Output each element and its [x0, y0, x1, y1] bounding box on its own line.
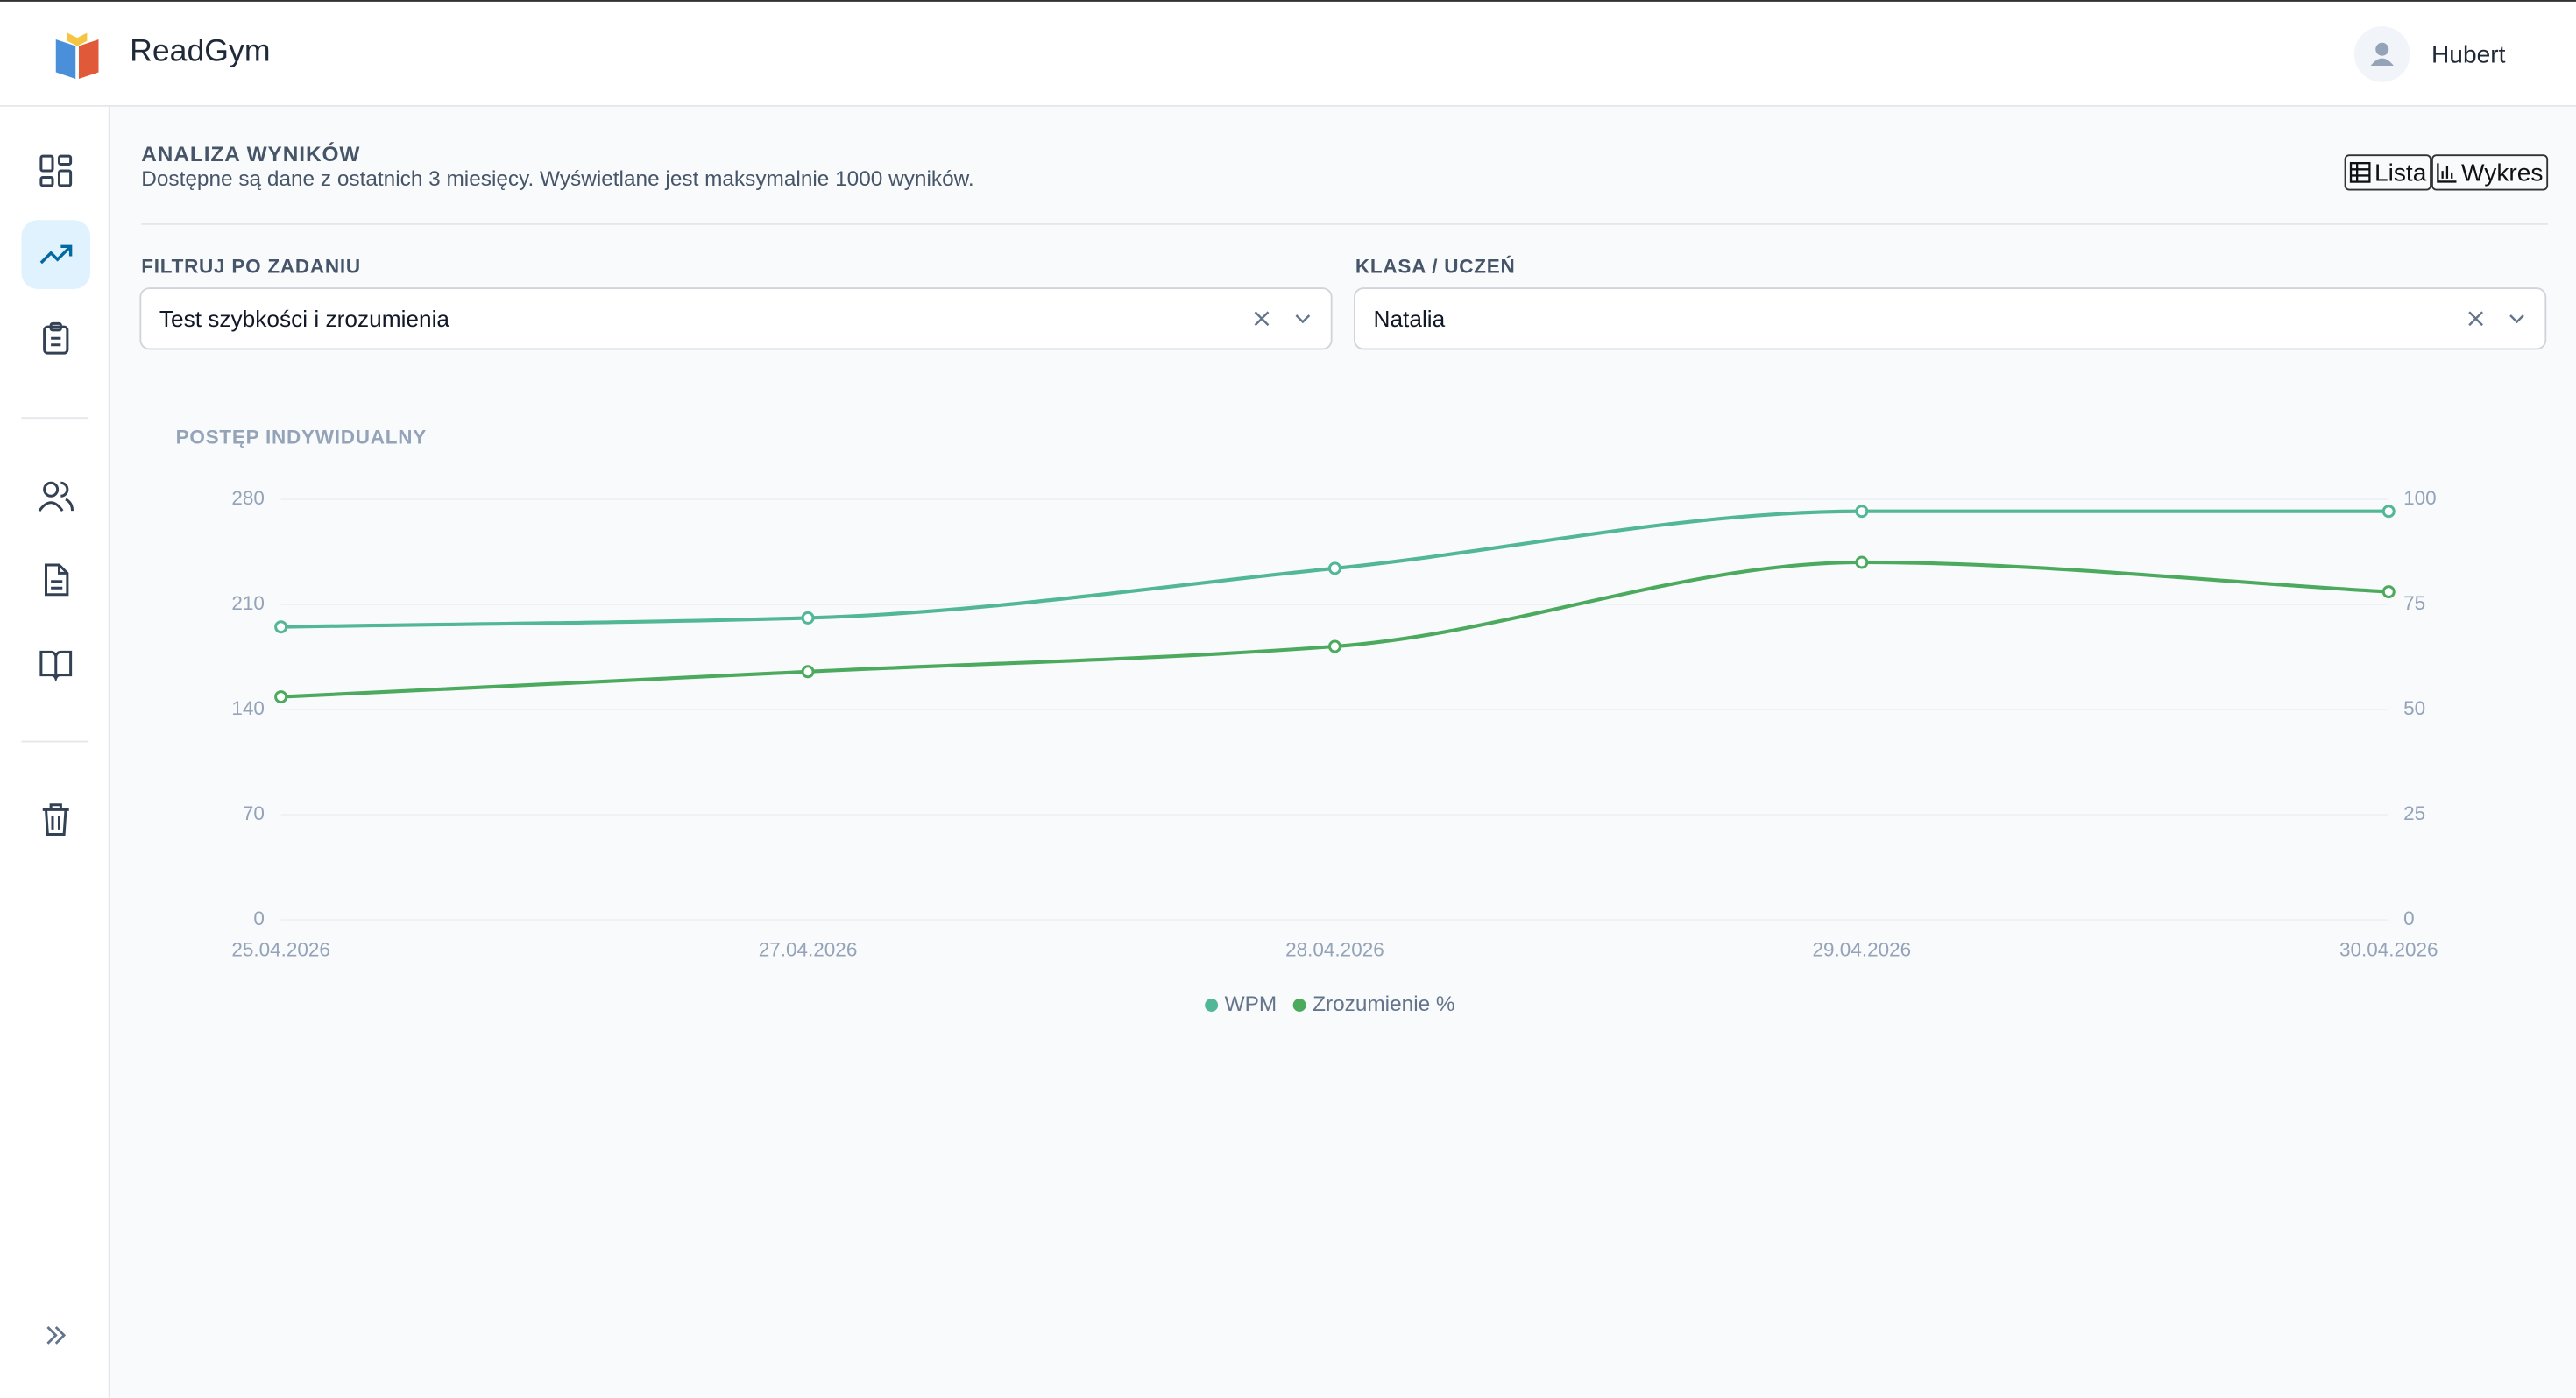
chart: POSTĘP INDYWIDUALNY 0 70 140 210 280 0 25 50 75 1… — [176, 427, 2438, 1016]
data-point — [1327, 639, 1341, 653]
data-point — [274, 690, 288, 704]
y-tick-label: 140 — [231, 697, 265, 719]
filter-label: FILTRUJ PO ZADANIU — [141, 254, 361, 278]
nav-library[interactable] — [21, 629, 90, 698]
x-tick-label: 29.04.2026 — [1813, 939, 1912, 961]
data-point — [2381, 505, 2396, 519]
student-select[interactable]: Natalia — [1354, 287, 2547, 350]
dropdown-arrow[interactable] — [1292, 307, 1314, 330]
nav-dashboard[interactable] — [21, 137, 90, 206]
page-subtitle: Dostępne są dane z ostatnich 3 miesięcy.… — [141, 166, 974, 191]
y-tick-label: 210 — [231, 592, 265, 614]
filter-label: KLASA / UCZEŃ — [1355, 254, 1516, 278]
sidebar — [0, 106, 110, 1398]
chart-title: POSTĘP INDYWIDUALNY — [176, 427, 427, 448]
nav-users[interactable] — [21, 462, 90, 531]
x-tick-label: 28.04.2026 — [1285, 939, 1384, 961]
legend-label: Zrozumienie % — [1313, 992, 1454, 1016]
legend-marker — [1205, 999, 1219, 1012]
data-point — [1855, 555, 1869, 569]
top-bar: ReadGym Hubert — [0, 0, 2576, 107]
y-tick-label: 280 — [231, 487, 265, 509]
x-tick-label: 27.04.2026 — [759, 939, 858, 961]
y2-tick-label: 100 — [2403, 487, 2437, 509]
clear-button[interactable] — [2465, 307, 2488, 330]
app-name: ReadGym — [130, 34, 271, 69]
avatar[interactable] — [2353, 26, 2410, 82]
button-label: Lista — [2374, 158, 2427, 187]
data-point — [801, 665, 815, 679]
data-point — [801, 611, 815, 625]
nav-trash[interactable] — [21, 785, 90, 854]
task-select[interactable]: Test szybkości i zrozumienia — [139, 287, 1333, 350]
page-title: ANALIZA WYNIKÓW — [141, 141, 361, 166]
nav-tasks[interactable] — [21, 304, 90, 373]
nav-documents[interactable] — [21, 546, 90, 615]
y2-tick-label: 25 — [2403, 802, 2425, 824]
data-point — [1327, 561, 1341, 575]
y-tick-label: 0 — [253, 907, 265, 929]
data-point — [1855, 505, 1869, 519]
nav-expand[interactable] — [21, 1301, 90, 1370]
y-tick-label: 70 — [243, 802, 265, 824]
clear-button[interactable] — [1250, 307, 1273, 330]
data-point — [2381, 585, 2396, 599]
y2-tick-label: 0 — [2403, 907, 2415, 929]
select-value: Test szybkości i zrozumienia — [159, 305, 450, 332]
logo — [55, 32, 99, 79]
select-value: Natalia — [1373, 305, 1446, 332]
series-line — [280, 560, 2389, 699]
x-tick-label: 25.04.2026 — [231, 939, 330, 961]
data-point — [274, 620, 288, 634]
user-name[interactable]: Hubert — [2431, 40, 2506, 69]
legend-label: WPM — [1225, 992, 1277, 1016]
x-tick-label: 30.04.2026 — [2339, 939, 2438, 961]
y2-tick-label: 50 — [2403, 697, 2425, 719]
dropdown-arrow[interactable] — [2505, 307, 2528, 330]
nav-analytics[interactable] — [21, 220, 91, 289]
y2-tick-label: 75 — [2403, 592, 2425, 614]
button-label: Wykres — [2460, 158, 2544, 187]
legend-marker — [1292, 999, 1306, 1012]
chart-view-button[interactable]: Wykres — [2431, 154, 2549, 191]
list-view-button[interactable]: Lista — [2344, 154, 2431, 191]
